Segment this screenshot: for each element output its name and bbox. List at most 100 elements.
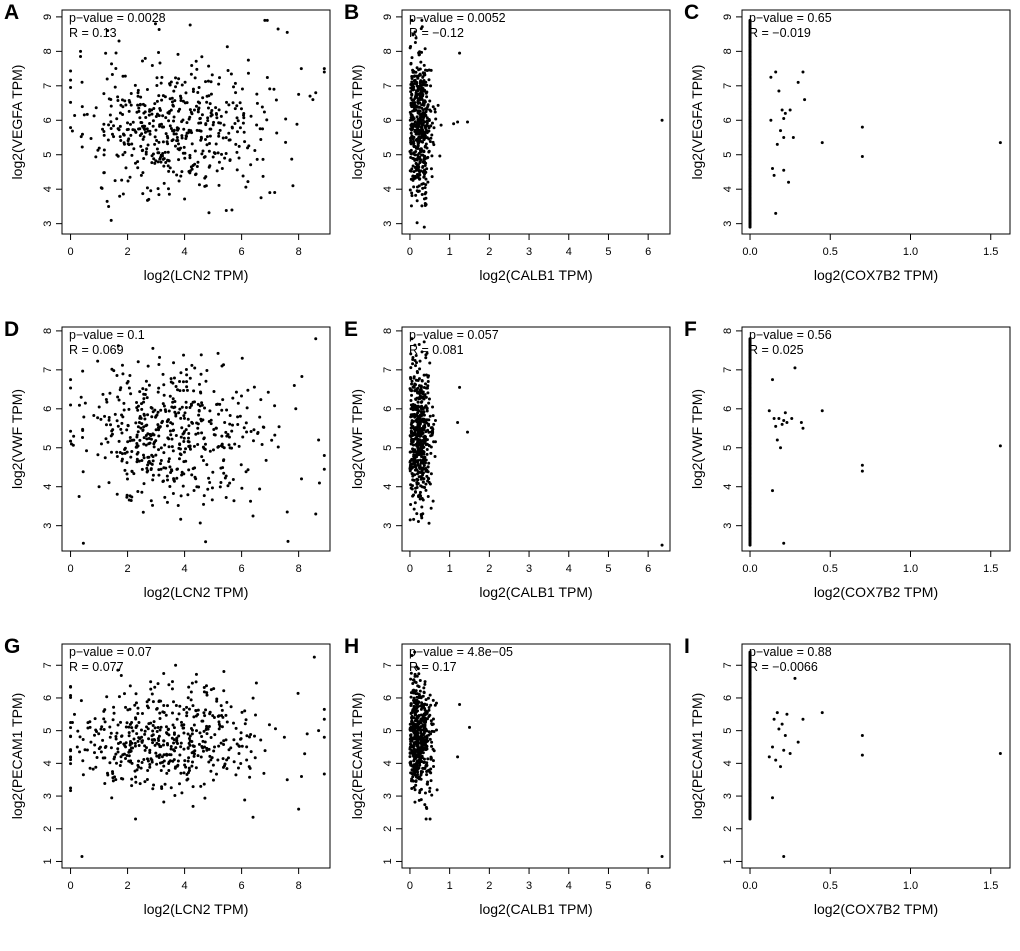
data-point [116, 127, 120, 131]
data-point [169, 377, 173, 381]
data-point [411, 478, 415, 482]
data-point [174, 746, 178, 750]
y-tick-label: 5 [42, 728, 54, 734]
data-point [418, 149, 422, 153]
data-point [81, 773, 85, 777]
data-point [161, 480, 165, 483]
data-point [135, 724, 139, 728]
data-point [424, 177, 428, 181]
data-point [204, 540, 208, 544]
data-point [431, 105, 435, 109]
data-point [178, 704, 182, 708]
data-point [200, 55, 204, 59]
data-point [194, 432, 198, 436]
y-tick-label: 5 [382, 445, 394, 451]
data-point [264, 458, 268, 462]
data-point [433, 418, 437, 422]
data-point [157, 742, 161, 746]
data-point [772, 417, 776, 421]
data-point [154, 415, 158, 419]
panel-label: H [344, 635, 360, 658]
data-point [422, 83, 426, 87]
data-point [408, 722, 412, 726]
data-point [168, 759, 172, 763]
data-point [162, 164, 166, 168]
data-point [152, 107, 156, 111]
data-point [69, 429, 73, 433]
data-point [408, 745, 412, 749]
data-point [422, 690, 426, 694]
data-point [191, 400, 195, 404]
data-point [420, 140, 424, 144]
data-point [164, 410, 168, 414]
data-point [410, 749, 414, 753]
data-point [148, 122, 152, 126]
data-point [245, 734, 249, 738]
data-point [171, 129, 175, 133]
data-point [413, 40, 417, 44]
x-tick-label: 6 [239, 563, 245, 575]
data-point [207, 94, 211, 98]
data-point [171, 449, 175, 453]
data-point [225, 100, 229, 104]
data-point [132, 147, 136, 151]
data-point [158, 711, 162, 715]
data-point [182, 771, 186, 775]
data-point [187, 685, 191, 689]
data-point [428, 108, 432, 112]
data-point [174, 76, 178, 80]
data-point [205, 463, 209, 467]
data-point [779, 129, 783, 133]
data-point [187, 432, 191, 436]
data-point [191, 87, 195, 91]
data-point [136, 360, 140, 364]
data-point [207, 149, 211, 153]
data-point [466, 120, 470, 124]
data-point [127, 734, 131, 738]
data-point [416, 520, 420, 524]
data-point [158, 425, 162, 429]
data-point [184, 367, 188, 371]
data-point [155, 762, 159, 766]
data-point [162, 404, 166, 408]
data-point [196, 708, 200, 712]
data-point [418, 756, 422, 760]
data-point [133, 83, 137, 87]
data-point [123, 446, 127, 450]
data-point [434, 701, 438, 705]
data-point [135, 433, 139, 437]
data-point [419, 466, 423, 470]
y-tick-label: 8 [42, 48, 54, 54]
y-tick-label: 9 [42, 14, 54, 20]
data-point [103, 756, 107, 760]
x-axis-label: log2(COX7B2 TPM) [814, 901, 938, 917]
data-point [420, 182, 424, 186]
data-point [157, 140, 161, 144]
data-point [172, 115, 176, 119]
data-point [209, 769, 213, 773]
data-point [207, 725, 211, 729]
data-point [150, 154, 154, 158]
data-point [95, 755, 99, 759]
data-point [73, 113, 77, 117]
data-point [69, 755, 73, 759]
x-tick-label: 2 [486, 563, 492, 575]
data-point [236, 415, 240, 419]
data-point [414, 193, 418, 197]
data-point [782, 419, 786, 422]
data-point [251, 815, 255, 819]
data-point [130, 726, 134, 730]
data-point [155, 76, 159, 80]
x-tick-label: 0 [67, 563, 73, 575]
data-point [192, 389, 196, 393]
data-point [285, 30, 289, 34]
data-point [111, 779, 115, 783]
data-point [202, 502, 206, 506]
data-point [772, 717, 776, 721]
data-point [253, 149, 257, 153]
data-point [184, 91, 188, 95]
data-point [93, 751, 96, 755]
data-point [137, 421, 141, 425]
data-point [418, 394, 422, 398]
